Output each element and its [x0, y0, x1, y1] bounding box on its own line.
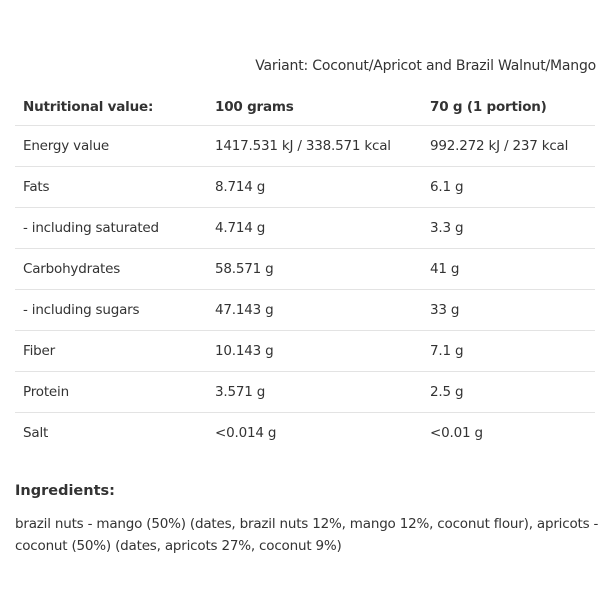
row-portion: 992.272 kJ / 237 kcal [422, 125, 595, 167]
table-row: Salt <0.014 g <0.01 g [15, 413, 595, 454]
row-per100: 10.143 g [207, 330, 422, 372]
row-per100: <0.014 g [215, 425, 277, 441]
row-portion: 33 g [422, 289, 595, 331]
row-label: Fats [15, 166, 207, 208]
table-header-row: Nutritional value: 100 grams 70 g (1 por… [15, 88, 595, 126]
table-row: - including saturated 4.714 g 3.3 g [15, 207, 595, 249]
ingredients-text: brazil nuts - mango (50%) (dates, brazil… [15, 516, 599, 554]
row-per100: 3.571 g [207, 371, 422, 413]
table-row: - including sugars 47.143 g 33 g [15, 289, 595, 331]
row-label: Energy value [15, 125, 207, 167]
row-portion: 6.1 g [422, 166, 595, 208]
row-label: Protein [15, 371, 207, 413]
table-row: Energy value 1417.531 kJ / 338.571 kcal … [15, 125, 595, 167]
header-100-grams: 100 grams [207, 88, 422, 126]
row-per100: 4.714 g [207, 207, 422, 249]
row-per100: 1417.531 kJ / 338.571 kcal [207, 125, 422, 167]
row-portion: 7.1 g [422, 330, 595, 372]
row-label: Salt [23, 425, 49, 441]
nutrition-table: Nutritional value: 100 grams 70 g (1 por… [15, 88, 595, 453]
row-per100: 58.571 g [207, 248, 422, 290]
row-portion: <0.01 g [430, 425, 483, 441]
row-per100: 47.143 g [207, 289, 422, 331]
variant-label: Variant: Coconut/Apricot and Brazil Waln… [255, 58, 596, 74]
ingredients-title: Ingredients: [15, 483, 115, 499]
row-label: - including saturated [15, 207, 207, 249]
row-label: Carbohydrates [15, 248, 207, 290]
table-row: Carbohydrates 58.571 g 41 g [15, 248, 595, 290]
row-label: Fiber [15, 330, 207, 372]
table-row: Fats 8.714 g 6.1 g [15, 166, 595, 208]
row-label: - including sugars [15, 289, 207, 331]
table-row: Fiber 10.143 g 7.1 g [15, 330, 595, 372]
row-per100: 8.714 g [207, 166, 422, 208]
row-portion: 3.3 g [422, 207, 595, 249]
table-row: Protein 3.571 g 2.5 g [15, 371, 595, 413]
header-portion: 70 g (1 portion) [422, 88, 595, 126]
row-portion: 41 g [422, 248, 595, 290]
row-portion: 2.5 g [422, 371, 595, 413]
header-nutritional-value: Nutritional value: [15, 88, 207, 126]
